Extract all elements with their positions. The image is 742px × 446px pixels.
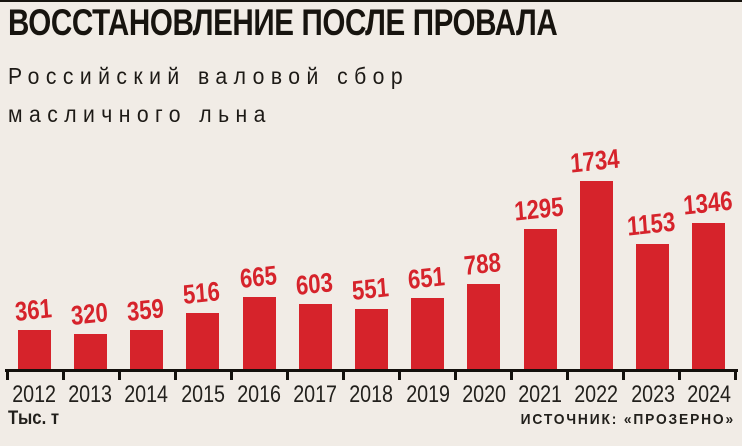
bar-slot-2021: 1295 — [512, 191, 568, 369]
bar-value-label-2019: 651 — [407, 261, 447, 296]
bar-2012 — [17, 329, 51, 369]
x-axis-tick — [342, 372, 345, 380]
bar-2022 — [579, 181, 613, 369]
bar-value-label-2012: 361 — [13, 293, 53, 327]
x-axis-tick — [62, 372, 65, 380]
x-tick-label-2023: 2023 — [630, 381, 675, 408]
bar-value-label-2013: 320 — [69, 297, 109, 332]
x-tick-label-2015: 2015 — [180, 381, 225, 408]
bar-slot-2012: 361 — [6, 293, 62, 369]
bar-slot-2014: 359 — [118, 293, 174, 369]
x-axis-tick — [118, 372, 121, 380]
bar-value-label-2024: 1346 — [682, 185, 734, 221]
bar-value-label-2017: 603 — [294, 266, 334, 301]
x-axis-tick — [734, 372, 737, 380]
bar-value-label-2014: 359 — [125, 293, 165, 328]
x-tick-label-2017: 2017 — [293, 381, 338, 408]
x-axis-tick — [510, 372, 513, 380]
bar-slot-2013: 320 — [62, 297, 118, 369]
bar-value-label-2018: 551 — [350, 272, 390, 307]
subtitle-line-1: Российский валовой сбор — [8, 63, 410, 89]
x-tick-label-2024: 2024 — [687, 381, 731, 408]
bar-2018 — [355, 309, 389, 369]
x-axis-tick — [6, 372, 9, 380]
bar-2014 — [130, 330, 164, 369]
x-axis-ticks — [6, 372, 737, 380]
chart-footer: Тыс. т ИСТОЧНИК: «ПРОЗЕРНО» — [8, 407, 735, 430]
bar-2024 — [692, 223, 726, 369]
bar-slot-2024: 1346 — [681, 185, 737, 369]
chart-subtitle: Российский валовой сбор масличного льна — [8, 57, 409, 133]
x-tick-label-2014: 2014 — [124, 381, 169, 408]
x-tick-label-2019: 2019 — [405, 381, 450, 408]
x-tick-label-2016: 2016 — [237, 381, 281, 408]
bar-value-label-2015: 516 — [182, 276, 222, 311]
bar-value-label-2016: 665 — [238, 260, 278, 294]
bar-slot-2016: 665 — [231, 260, 287, 369]
bar-2016 — [242, 296, 276, 369]
x-axis-tick — [566, 372, 569, 380]
bar-2020 — [467, 283, 501, 369]
bar-slot-2015: 516 — [175, 276, 231, 369]
bar-slot-2023: 1153 — [625, 206, 681, 369]
x-tick-label-2018: 2018 — [349, 381, 394, 408]
bar-2015 — [186, 313, 220, 369]
bar-2023 — [636, 244, 670, 369]
x-tick-label-2020: 2020 — [462, 381, 506, 408]
x-axis-tick — [454, 372, 457, 380]
subtitle-line-2: масличного льна — [8, 101, 272, 127]
x-axis-tick — [174, 372, 177, 380]
bar-value-label-2021: 1295 — [513, 191, 565, 227]
x-tick-label-2021: 2021 — [518, 381, 563, 408]
chart-title: ВОССТАНОВЛЕНИЕ ПОСЛЕ ПРОВАЛА — [8, 2, 558, 43]
bar-value-label-2020: 788 — [463, 246, 503, 281]
source-label: ИСТОЧНИК: «ПРОЗЕРНО» — [520, 411, 735, 428]
bar-slot-2020: 788 — [456, 246, 512, 369]
unit-label: Тыс. т — [8, 408, 60, 429]
bar-2021 — [523, 228, 557, 369]
bar-value-label-2022: 1734 — [569, 143, 621, 179]
x-tick-label-2013: 2013 — [68, 381, 113, 408]
x-axis-labels: 2012 2013 2014 2015 2016 2017 2018 2019 2020 2021… — [6, 381, 737, 409]
bar-2019 — [411, 298, 445, 369]
bar-slot-2017: 603 — [287, 266, 343, 369]
x-axis-tick — [398, 372, 401, 380]
x-axis-tick — [230, 372, 233, 380]
bar-2017 — [298, 303, 332, 369]
bar-slot-2018: 551 — [343, 272, 399, 369]
top-border-line — [0, 0, 742, 2]
bar-slot-2019: 651 — [400, 261, 456, 369]
bar-slot-2022: 1734 — [568, 143, 624, 369]
x-tick-label-2022: 2022 — [574, 381, 619, 408]
bar-value-label-2023: 1153 — [626, 206, 677, 242]
bar-2013 — [73, 334, 107, 369]
plot-area: 361 320 359 516 665 603 551 651 788 1295 1734 1153 1… — [6, 129, 737, 369]
x-axis-tick — [286, 372, 289, 380]
x-axis-line — [5, 369, 738, 372]
x-axis-tick — [622, 372, 625, 380]
x-tick-label-2012: 2012 — [12, 381, 57, 408]
x-axis-tick — [678, 372, 681, 380]
